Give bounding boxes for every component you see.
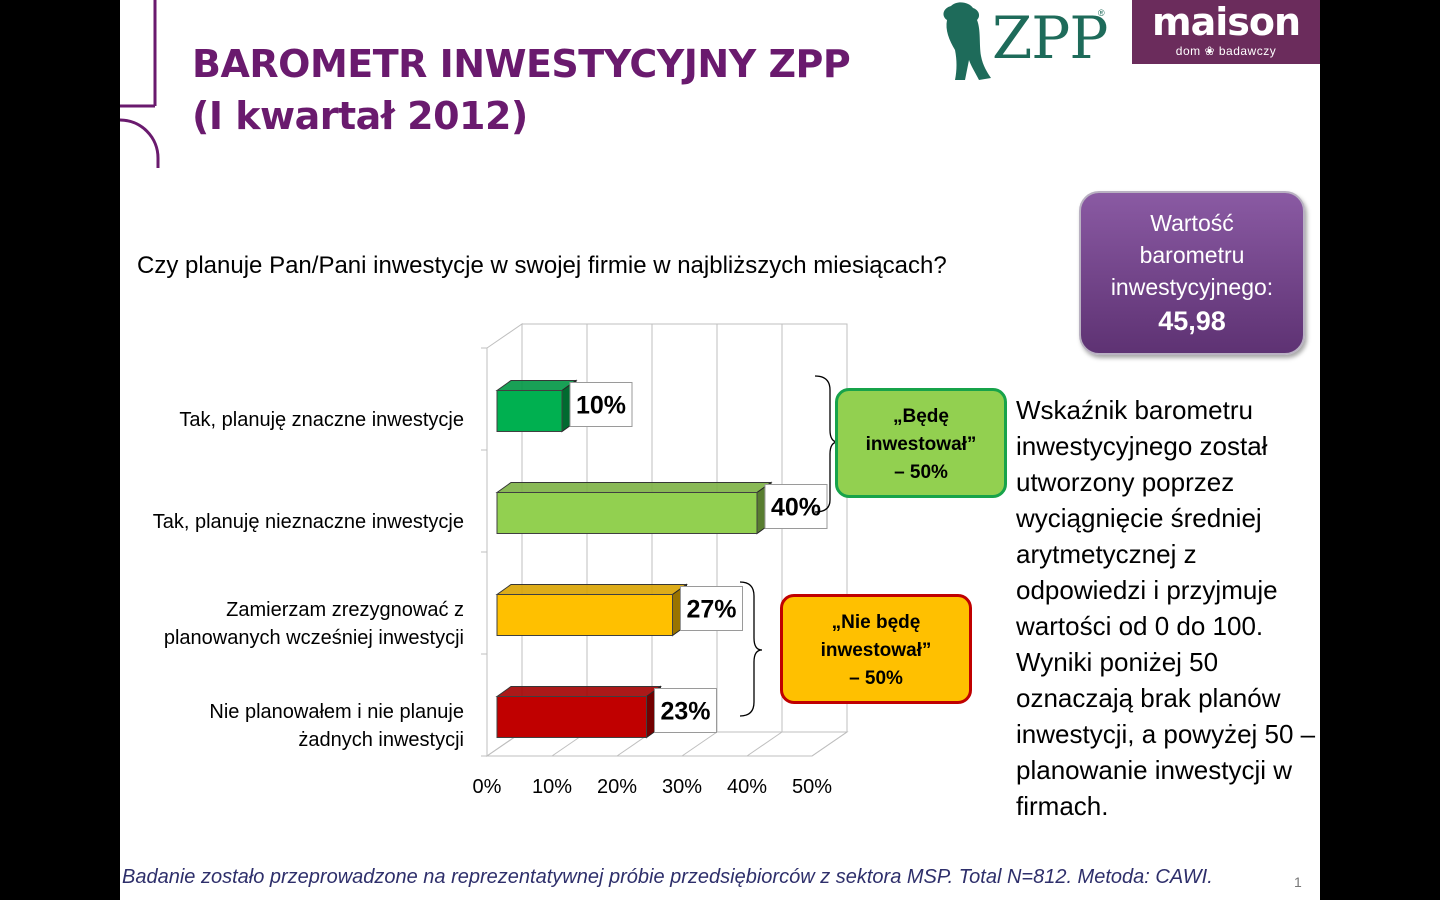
bar-front-face (496, 696, 647, 738)
x-tick-label: 30% (662, 776, 702, 798)
bar-top-face (495, 482, 773, 493)
bar: 27% (495, 583, 743, 637)
slide: BAROMETR INWESTYCYJNY ZPP (I kwartał 201… (120, 0, 1320, 900)
bar: 10% (495, 379, 633, 433)
zpp-registered-mark: ® (1098, 8, 1105, 18)
maison-tagline: dom ❀ badawczy (1175, 44, 1277, 58)
category-label-line: planowanych wcześniej inwestycji (164, 627, 464, 649)
x-tick-label: 10% (532, 776, 572, 798)
barometer-label-line-1: Wartość (1150, 210, 1234, 236)
bear-logo-icon (943, 2, 991, 81)
data-label: 10% (576, 392, 626, 420)
survey-question: Czy planuje Pan/Pani inwestycje w swojej… (137, 252, 947, 279)
barometer-description: Wskaźnik barometru inwestycyjnego został… (1016, 395, 1316, 821)
category-label-line: Nie planowałem i nie planuje (209, 701, 464, 723)
bar-front-face (496, 594, 673, 636)
bar: 23% (495, 685, 717, 739)
bar-chart: 0% 10% 20% 30% 40% 50% 10% Tak, planuję znaczne… (153, 323, 849, 798)
bar: 40% (495, 481, 828, 535)
x-tick-label: 0% (473, 776, 502, 798)
category-label-line: Tak, planuję nieznaczne inwestycje (153, 511, 464, 533)
data-label: 23% (660, 698, 710, 726)
category-label: Tak, planuję nieznaczne inwestycje (153, 511, 464, 533)
page-number: 1 (1294, 874, 1302, 890)
barometer-value: 45,98 (1158, 306, 1226, 336)
bracket-will-not-invest (739, 581, 763, 717)
callout-will-invest-line-1: „Będę (893, 406, 949, 427)
data-label-box (654, 688, 717, 733)
callout-will-not-invest-line-2: inwestował” (820, 640, 932, 661)
maison-name: maison (1151, 0, 1301, 44)
callout-will-not-invest: „Nie będę inwestował” – 50% (780, 594, 972, 704)
bar-top-face (495, 584, 689, 595)
x-tick-label: 20% (597, 776, 637, 798)
bar-front-face (496, 390, 563, 432)
category-label: Tak, planuję znaczne inwestycje (179, 409, 464, 431)
callout-will-invest-line-2: inwestował” (865, 434, 977, 455)
callout-will-invest: „Będę inwestował” – 50% (835, 388, 1007, 498)
data-label: 40% (771, 494, 821, 522)
barometer-label-line-3: inwestycyjnego: (1110, 274, 1274, 300)
bar-top-face (495, 686, 663, 697)
callout-will-invest-line-3: – 50% (894, 462, 948, 483)
maison-logo: maison dom ❀ badawczy (1132, 0, 1320, 64)
category-label-line: żadnych inwestycji (298, 729, 464, 751)
x-gridline-floor (681, 731, 718, 757)
category-label: Zamierzam zrezygnować z planowanych wcześ… (164, 599, 464, 649)
zpp-logo: ZPP (992, 4, 1108, 72)
barometer-value-box: Wartość barometru inwestycyjnego: 45,98 (1079, 191, 1305, 355)
category-label: Nie planowałem i nie planuje żadnych inwe… (209, 701, 464, 751)
category-label-line: Zamierzam zrezygnować z (226, 599, 464, 621)
x-tick-label: 50% (792, 776, 832, 798)
x-gridline-floor (811, 731, 848, 757)
callout-will-not-invest-line-3: – 50% (849, 668, 903, 689)
decorative-frame-icon (120, 0, 160, 168)
data-label-box (764, 484, 828, 529)
title-line-2: (I kwartał 2012) (192, 94, 528, 138)
x-tick-label: 40% (727, 776, 767, 798)
title-line-1: BAROMETR INWESTYCYJNY ZPP (192, 42, 851, 86)
callout-will-not-invest-line-1: „Nie będę (831, 612, 921, 633)
data-label-box (680, 586, 743, 631)
footnote: Badanie zostało przeprowadzone na reprez… (122, 866, 1213, 888)
data-label-box (569, 382, 633, 427)
page-title: BAROMETR INWESTYCYJNY ZPP (I kwartał 201… (192, 38, 851, 142)
bar-front-face (496, 492, 758, 534)
barometer-label-line-2: barometru (1139, 242, 1245, 268)
category-label-line: Tak, planuję znaczne inwestycje (179, 409, 464, 431)
data-label: 27% (686, 596, 736, 624)
x-gridline-floor (746, 731, 783, 757)
